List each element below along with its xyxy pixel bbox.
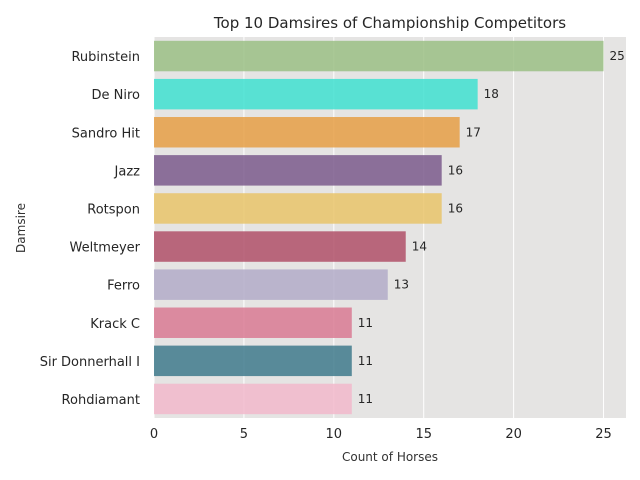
- chart-title: Top 10 Damsires of Championship Competit…: [213, 14, 566, 32]
- value-label: 18: [484, 87, 499, 101]
- x-tick-labels: 0 5 10 15 20 25: [150, 427, 612, 442]
- value-label: 13: [394, 278, 409, 292]
- value-label: 16: [448, 163, 463, 177]
- x-tick-label-25: 25: [595, 427, 612, 442]
- y-tick-label: Sandro Hit: [72, 126, 140, 141]
- y-tick-label: Ferro: [107, 279, 140, 294]
- bar-rotspon: [154, 193, 442, 224]
- bar-sir-donnerhall-i: [154, 345, 352, 377]
- bar-krack-c: [154, 307, 352, 338]
- y-tick-label: Rotspon: [87, 202, 140, 217]
- bar-sandro-hit: [154, 117, 460, 148]
- bar-rubinstein: [154, 40, 604, 72]
- value-label: 16: [448, 201, 463, 215]
- y-tick-label: De Niro: [92, 88, 141, 103]
- x-tick-label-10: 10: [326, 427, 343, 442]
- y-tick-label: Jazz: [114, 164, 141, 179]
- y-tick-label: Weltmeyer: [70, 241, 141, 256]
- value-label: 11: [358, 316, 373, 330]
- y-tick-label: Krack C: [90, 317, 140, 332]
- y-axis-label: Damsire: [14, 203, 28, 253]
- value-label: 11: [358, 354, 373, 368]
- y-tick-labels: Rubinstein De Niro Sandro Hit Jazz Rotspon We…: [40, 50, 141, 408]
- value-label: 17: [466, 125, 481, 139]
- y-tick-label: Rohdiamant: [62, 393, 140, 408]
- value-label: 14: [412, 240, 427, 254]
- bar-ferro: [154, 269, 388, 300]
- y-tick-label: Sir Donnerhall I: [40, 355, 140, 370]
- y-tick-label: Rubinstein: [71, 50, 140, 65]
- x-tick-label-20: 20: [505, 427, 522, 442]
- x-axis-label: Count of Horses: [342, 450, 438, 464]
- value-labels: 25 18 17 16 16 14 13 11 11 11: [358, 49, 625, 406]
- value-label: 25: [610, 49, 625, 63]
- x-tick-label-5: 5: [240, 427, 248, 442]
- x-tick-label-0: 0: [150, 427, 158, 442]
- bars: [154, 40, 604, 415]
- x-tick-label-15: 15: [415, 427, 432, 442]
- bar-de-niro: [154, 78, 478, 110]
- bar-weltmeyer: [154, 231, 406, 262]
- value-label: 11: [358, 392, 373, 406]
- bar-rohdiamant: [154, 383, 352, 415]
- bar-jazz: [154, 155, 442, 186]
